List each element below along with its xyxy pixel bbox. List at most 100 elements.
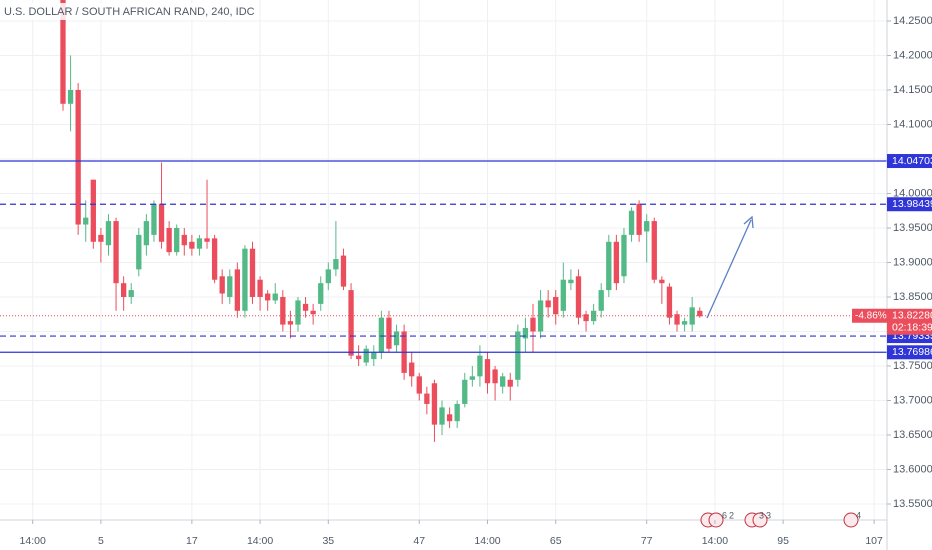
level-label: 13.98439 <box>892 198 932 210</box>
candle-body <box>651 221 657 280</box>
event-icon <box>752 512 768 528</box>
candle-body <box>666 286 673 318</box>
candle-body <box>583 314 589 322</box>
candle-body <box>378 317 385 353</box>
event-count: 6 <box>722 510 727 520</box>
y-tick-label: 13.60000 <box>893 463 932 475</box>
candle-body <box>681 321 688 325</box>
candle-body <box>416 376 422 394</box>
y-tick-label: 14.15000 <box>893 84 932 96</box>
candle-body <box>674 314 680 325</box>
candle-body <box>272 293 278 301</box>
y-tick-label: 14.10000 <box>893 118 932 130</box>
candle-body <box>355 355 362 360</box>
event-icon <box>843 512 859 528</box>
event-icon <box>708 512 724 528</box>
y-tick-label: 13.70000 <box>893 394 932 406</box>
candle-body <box>575 276 582 318</box>
candle-body <box>265 293 271 301</box>
title-bg <box>0 3 200 20</box>
change-label: -4.86% <box>855 310 887 321</box>
candle-body <box>431 383 438 425</box>
candle-body <box>310 310 316 315</box>
x-tick-label: 17 <box>186 535 198 547</box>
candle-body <box>507 379 513 387</box>
candle-body <box>628 210 635 235</box>
candle-body <box>515 331 521 380</box>
y-tick-label: 14.20000 <box>893 49 932 61</box>
candle-body <box>492 369 498 384</box>
candle-body <box>242 248 248 311</box>
x-tick-label: 14:00 <box>702 535 728 547</box>
candle-body <box>393 331 400 346</box>
x-tick-label: 47 <box>413 535 425 547</box>
candle-body <box>325 269 331 284</box>
candle-body <box>98 234 104 242</box>
candle-body <box>120 283 127 297</box>
candle-body <box>166 227 172 253</box>
candle-body <box>386 317 392 349</box>
candle-body <box>302 303 309 311</box>
last-price-box <box>887 308 932 335</box>
candle-body <box>257 279 263 297</box>
candle-body <box>484 359 491 384</box>
x-tick-label: 14:00 <box>474 535 500 547</box>
candle-body <box>143 221 150 246</box>
candle-body <box>227 276 233 297</box>
candle-body <box>174 227 180 253</box>
candle-body <box>636 203 642 235</box>
candle-body <box>158 203 165 242</box>
candle-body <box>590 310 597 322</box>
candle-body <box>234 269 241 311</box>
y-tick-label: 13.65000 <box>893 429 932 441</box>
candle-body <box>446 414 453 422</box>
candle-body <box>181 234 187 246</box>
candle-body <box>371 352 377 360</box>
level-label: 13.76986 <box>892 346 932 358</box>
candle-body <box>280 296 286 325</box>
candle-body <box>454 403 460 422</box>
y-tick-label: 13.55000 <box>893 498 932 510</box>
level-label-box <box>887 345 932 360</box>
candle-body <box>424 393 430 404</box>
candle-body <box>363 348 369 363</box>
level-label-box <box>887 154 932 169</box>
candle-body <box>249 248 256 297</box>
event-count: 2 <box>729 510 734 520</box>
y-tick-label: 13.75000 <box>893 360 932 372</box>
x-tick-label: 5 <box>98 535 104 547</box>
candle-body <box>204 238 210 242</box>
level-label: 14.04703 <box>892 155 932 167</box>
candle-body <box>318 283 324 304</box>
x-tick-label: 65 <box>550 535 562 547</box>
candle-body <box>613 241 620 284</box>
candle-body <box>621 234 627 277</box>
last-price-label: 13.82280 <box>892 310 932 322</box>
candle-body <box>287 321 294 325</box>
y-tick-label: 14.25000 <box>893 15 932 27</box>
candle-body <box>348 290 354 356</box>
candle-body <box>211 238 218 280</box>
x-tick-label: 95 <box>777 535 789 547</box>
candle-body <box>128 290 134 297</box>
candle-body <box>469 376 475 380</box>
candle-body <box>340 255 347 287</box>
event-count: 3 <box>759 510 764 520</box>
change-box <box>852 308 887 323</box>
candle-body <box>644 221 650 232</box>
candle-body <box>462 379 468 404</box>
event-count: 4 <box>856 510 861 520</box>
y-tick-label: 13.90000 <box>893 256 932 268</box>
candle-body <box>151 203 157 235</box>
x-tick-label: 35 <box>322 535 334 547</box>
candle-body <box>477 355 483 377</box>
candle-body <box>136 234 142 270</box>
candle-body <box>697 310 703 317</box>
candle-body <box>545 300 551 308</box>
candle-body <box>333 259 339 270</box>
chart-title: U.S. DOLLAR / SOUTH AFRICAN RAND, 240, I… <box>4 6 255 18</box>
candle-body <box>560 279 566 311</box>
candle-body <box>83 217 89 225</box>
candle-body <box>659 279 665 284</box>
